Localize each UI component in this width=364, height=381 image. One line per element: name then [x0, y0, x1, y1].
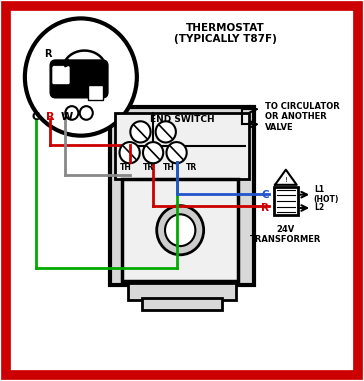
- Circle shape: [65, 106, 78, 120]
- Text: TH: TH: [120, 163, 132, 172]
- Text: R: R: [46, 112, 54, 122]
- Circle shape: [157, 206, 204, 255]
- Text: TR: TR: [186, 163, 197, 172]
- Bar: [142, 298, 222, 310]
- Text: W: W: [60, 112, 72, 122]
- Text: 24V
TRANSFORMER: 24V TRANSFORMER: [250, 224, 321, 244]
- Circle shape: [119, 142, 140, 163]
- Text: L2: L2: [314, 203, 324, 213]
- Text: TH: TH: [163, 163, 175, 172]
- Text: R: R: [261, 203, 269, 213]
- Text: THERMOSTAT
(TYPICALLY T87F): THERMOSTAT (TYPICALLY T87F): [174, 23, 277, 44]
- Text: !: !: [284, 177, 287, 183]
- Bar: [128, 283, 236, 300]
- Bar: [88, 85, 103, 100]
- Circle shape: [25, 18, 137, 136]
- Text: TR: TR: [143, 163, 154, 172]
- Text: L1
(HOT): L1 (HOT): [314, 185, 339, 204]
- Circle shape: [143, 142, 163, 163]
- Text: C: C: [261, 190, 269, 200]
- Circle shape: [80, 106, 93, 120]
- Text: C: C: [32, 112, 40, 122]
- Text: TO CIRCULATOR
OR ANOTHER
VALVE: TO CIRCULATOR OR ANOTHER VALVE: [265, 102, 340, 132]
- Circle shape: [156, 121, 176, 142]
- Bar: [115, 113, 249, 179]
- Text: END SWITCH: END SWITCH: [150, 115, 214, 124]
- Circle shape: [166, 142, 187, 163]
- Circle shape: [165, 215, 195, 246]
- Circle shape: [130, 121, 151, 142]
- Bar: [274, 187, 298, 215]
- FancyBboxPatch shape: [50, 60, 108, 98]
- Bar: [122, 179, 238, 281]
- Text: R: R: [45, 50, 52, 59]
- FancyBboxPatch shape: [52, 66, 70, 85]
- Bar: [110, 107, 254, 285]
